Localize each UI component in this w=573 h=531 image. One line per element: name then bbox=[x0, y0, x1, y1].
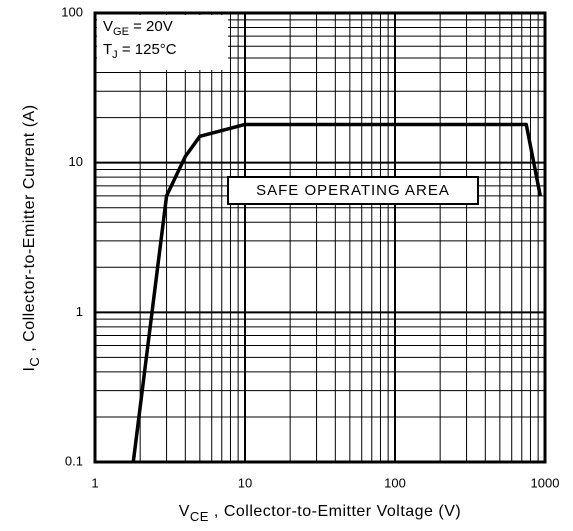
x-tick-label: 1000 bbox=[531, 475, 560, 490]
annotation: SAFE OPERATING AREA bbox=[256, 182, 450, 199]
y-tick-label: 1 bbox=[76, 304, 83, 319]
plot bbox=[93, 11, 547, 464]
y-tick-label: 100 bbox=[61, 4, 83, 19]
y-tick-label: 0.1 bbox=[65, 453, 83, 468]
x-tick-label: 1 bbox=[91, 475, 98, 490]
x-axis-label: VCE , Collector-to-Emitter Voltage (V) bbox=[179, 503, 461, 524]
plot-frame bbox=[93, 11, 547, 464]
x-tick-label: 100 bbox=[384, 475, 406, 490]
annotation-box bbox=[227, 176, 479, 205]
y-tick-label: 10 bbox=[69, 154, 83, 169]
x-tick-label: 10 bbox=[238, 475, 252, 490]
condition-tj: TJ = 125°C bbox=[103, 41, 177, 61]
y-axis-label: IC , Collector-to-Emitter Current (A) bbox=[21, 104, 42, 371]
condition-vge: VGE = 20V bbox=[103, 18, 173, 38]
soa-line bbox=[131, 122, 542, 463]
conditions-box bbox=[97, 15, 228, 70]
